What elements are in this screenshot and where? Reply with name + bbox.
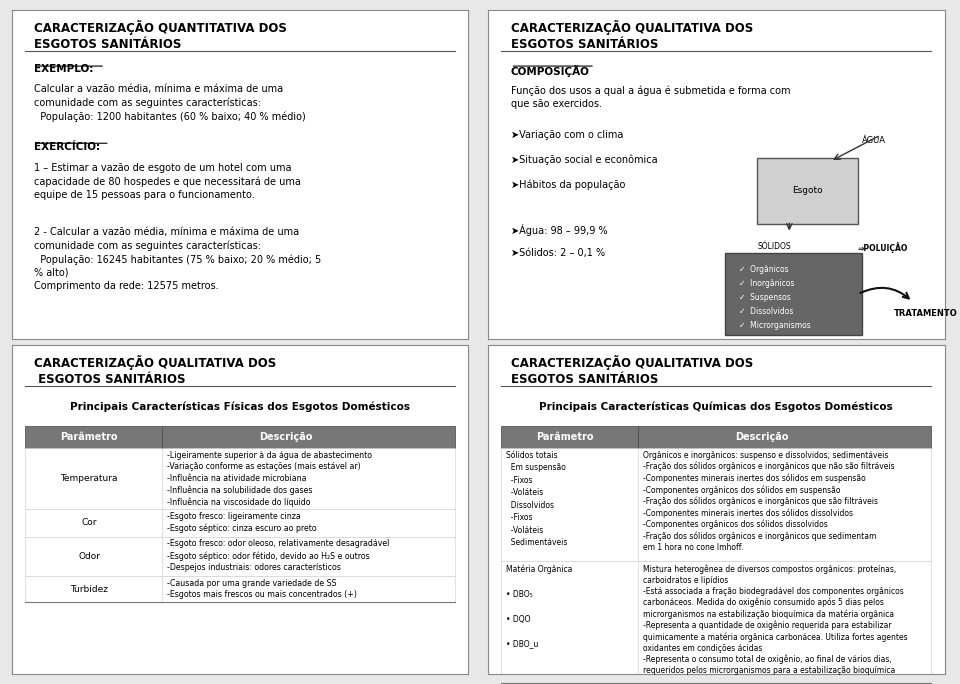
- FancyBboxPatch shape: [25, 426, 455, 448]
- FancyBboxPatch shape: [501, 562, 931, 683]
- Text: Calcular a vazão média, mínima e máxima de uma
comunidade com as seguintes carac: Calcular a vazão média, mínima e máxima …: [35, 84, 306, 122]
- Text: -Causada por uma grande variedade de SS
-Esgotos mais frescos ou mais concentrad: -Causada por uma grande variedade de SS …: [167, 579, 357, 599]
- Text: Turbidez: Turbidez: [70, 585, 108, 594]
- Text: Parâmetro: Parâmetro: [60, 432, 118, 442]
- FancyBboxPatch shape: [25, 509, 455, 537]
- FancyBboxPatch shape: [25, 537, 455, 576]
- Text: Odor: Odor: [78, 552, 100, 561]
- Text: CARACTERIZAÇÃO QUALITATIVA DOS
 ESGOTOS SANITÁRIOS: CARACTERIZAÇÃO QUALITATIVA DOS ESGOTOS S…: [35, 355, 276, 386]
- Text: ✓  Dissolvidos: ✓ Dissolvidos: [739, 307, 793, 316]
- Text: ➤Água: 98 – 99,9 %: ➤Água: 98 – 99,9 %: [511, 224, 607, 236]
- Text: Temperatura: Temperatura: [60, 474, 118, 483]
- Text: -Ligeiramente superior à da água de abastecimento
-Variação conforme as estações: -Ligeiramente superior à da água de abas…: [167, 451, 372, 507]
- Text: COMPOSIÇÃO: COMPOSIÇÃO: [511, 64, 589, 77]
- Text: ⇒POLUIÇÃO: ⇒POLUIÇÃO: [858, 241, 908, 252]
- Text: Parâmetro: Parâmetro: [537, 432, 594, 442]
- FancyBboxPatch shape: [501, 426, 931, 448]
- Text: CARACTERIZAÇÃO QUALITATIVA DOS
ESGOTOS SANITÁRIOS: CARACTERIZAÇÃO QUALITATIVA DOS ESGOTOS S…: [511, 20, 753, 51]
- Text: Matéria Orgânica

• DBO₅

• DQO

• DBO_u: Matéria Orgânica • DBO₅ • DQO • DBO_u: [506, 564, 572, 648]
- Text: ✓  Inorgânicos: ✓ Inorgânicos: [739, 279, 795, 288]
- Text: ✓  Orgânicos: ✓ Orgânicos: [739, 265, 788, 274]
- Text: -Esgoto fresco: odor oleoso, relativamente desagradável
-Esgoto séptico: odor fé: -Esgoto fresco: odor oleoso, relativamen…: [167, 540, 389, 572]
- Text: 2 - Calcular a vazão média, mínima e máxima de uma
comunidade com as seguintes c: 2 - Calcular a vazão média, mínima e máx…: [35, 227, 322, 291]
- Text: Descrição: Descrição: [259, 432, 312, 442]
- Text: ➤Sólidos: 2 – 0,1 %: ➤Sólidos: 2 – 0,1 %: [511, 248, 605, 259]
- Text: Principais Características Físicas dos Esgotos Domésticos: Principais Características Físicas dos E…: [70, 402, 410, 412]
- Text: -Esgoto fresco: ligeiramente cinza
-Esgoto séptico: cinza escuro ao preto: -Esgoto fresco: ligeiramente cinza -Esgo…: [167, 512, 317, 533]
- FancyBboxPatch shape: [25, 576, 455, 603]
- Text: Cor: Cor: [82, 518, 97, 527]
- Text: ÁGUA: ÁGUA: [862, 136, 886, 145]
- Text: ✓  Microrganismos: ✓ Microrganismos: [739, 321, 811, 330]
- Text: CARACTERIZAÇÃO QUANTITATIVA DOS
ESGOTOS SANITÁRIOS: CARACTERIZAÇÃO QUANTITATIVA DOS ESGOTOS …: [35, 20, 287, 51]
- Text: ➤Hábitos da população: ➤Hábitos da população: [511, 179, 625, 190]
- Text: Descrição: Descrição: [735, 432, 788, 442]
- Text: Orgânicos e inorgânicos: suspenso e dissolvidos; sedimentáveis
-Fração dos sólid: Orgânicos e inorgânicos: suspenso e diss…: [643, 451, 895, 552]
- FancyBboxPatch shape: [757, 158, 858, 224]
- Text: Esgoto: Esgoto: [792, 186, 823, 196]
- Text: EXEMPLO:: EXEMPLO:: [35, 64, 94, 75]
- FancyBboxPatch shape: [25, 448, 455, 509]
- Text: CARACTERIZAÇÃO QUALITATIVA DOS
ESGOTOS SANITÁRIOS: CARACTERIZAÇÃO QUALITATIVA DOS ESGOTOS S…: [511, 355, 753, 386]
- Text: ✓  Suspensos: ✓ Suspensos: [739, 293, 791, 302]
- Text: TRATAMENTO: TRATAMENTO: [895, 309, 958, 318]
- Text: Sólidos totais
  Em suspensão
  -Fixos
  -Voláteis
  Dissolvidos
  -Fixos
  -Vol: Sólidos totais Em suspensão -Fixos -Volá…: [506, 451, 567, 547]
- Text: SÓLIDOS: SÓLIDOS: [757, 241, 791, 251]
- Text: 1 – Estimar a vazão de esgoto de um hotel com uma
capacidade de 80 hospedes e qu: 1 – Estimar a vazão de esgoto de um hote…: [35, 163, 301, 200]
- Text: Mistura heterogênea de diversos compostos orgânicos: proteínas,
carboidratos e l: Mistura heterogênea de diversos composto…: [643, 564, 907, 675]
- Text: ➤Situação social e econômica: ➤Situação social e econômica: [511, 155, 658, 166]
- Text: EXERCÍCIO:: EXERCÍCIO:: [35, 142, 101, 152]
- Text: ➤Variação com o clima: ➤Variação com o clima: [511, 130, 623, 140]
- FancyBboxPatch shape: [726, 253, 862, 335]
- FancyBboxPatch shape: [501, 448, 931, 562]
- Text: Principais Características Químicas dos Esgotos Domésticos: Principais Características Químicas dos …: [540, 402, 893, 412]
- Text: Função dos usos a qual a água é submetida e forma com
que são exercidos.: Função dos usos a qual a água é submetid…: [511, 86, 790, 109]
